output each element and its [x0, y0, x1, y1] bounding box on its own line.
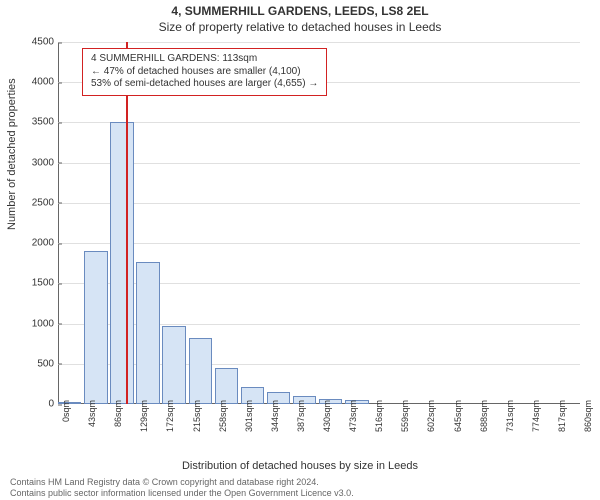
x-tick-label: 344sqm [270, 400, 280, 432]
y-tick-label: 1500 [14, 278, 54, 289]
footer-attribution: Contains HM Land Registry data © Crown c… [10, 477, 354, 498]
y-tick-label: 4000 [14, 77, 54, 88]
x-axis-label: Distribution of detached houses by size … [0, 460, 600, 472]
y-tick-label: 4500 [14, 37, 54, 48]
gridline [58, 203, 580, 204]
gridline [58, 42, 580, 43]
x-tick-label: 258sqm [218, 400, 228, 432]
x-tick-label: 86sqm [113, 400, 123, 427]
x-tick-label: 602sqm [426, 400, 436, 432]
chart-frame: 4, SUMMERHILL GARDENS, LEEDS, LS8 2EL Si… [0, 0, 600, 500]
x-tick-label: 172sqm [165, 400, 175, 432]
annotation-line-3: 53% of semi-detached houses are larger (… [91, 78, 318, 91]
x-tick-label: 645sqm [453, 400, 463, 432]
marker-line [126, 42, 128, 404]
gridline [58, 122, 580, 123]
x-tick-label: 473sqm [348, 400, 358, 432]
x-tick-label: 129sqm [139, 400, 149, 432]
gridline [58, 163, 580, 164]
histogram-bar [215, 368, 238, 404]
page-title: 4, SUMMERHILL GARDENS, LEEDS, LS8 2EL [0, 4, 600, 18]
x-tick-label: 301sqm [244, 400, 254, 432]
x-tick-label: 688sqm [479, 400, 489, 432]
x-tick-label: 817sqm [557, 400, 567, 432]
footer-line-1: Contains HM Land Registry data © Crown c… [10, 477, 354, 487]
page-subtitle: Size of property relative to detached ho… [0, 20, 600, 34]
histogram-bar [110, 122, 133, 404]
y-axis [58, 42, 59, 404]
histogram-bar [136, 262, 159, 404]
y-tick-label: 500 [14, 358, 54, 369]
histogram-bar [162, 326, 185, 404]
x-tick-label: 215sqm [192, 400, 202, 432]
gridline [58, 243, 580, 244]
histogram-bar [84, 251, 107, 404]
histogram-bar [189, 338, 212, 404]
footer-line-2: Contains public sector information licen… [10, 488, 354, 498]
annotation-line-2: ← 47% of detached houses are smaller (4,… [91, 66, 318, 79]
x-tick-label: 559sqm [400, 400, 410, 432]
x-tick-label: 516sqm [374, 400, 384, 432]
annotation-box: 4 SUMMERHILL GARDENS: 113sqm ← 47% of de… [82, 48, 327, 96]
x-tick-label: 430sqm [322, 400, 332, 432]
plot-area: 0500100015002000250030003500400045000sqm… [58, 42, 580, 404]
x-tick-label: 43sqm [87, 400, 97, 427]
x-tick-label: 774sqm [531, 400, 541, 432]
y-tick-label: 2500 [14, 197, 54, 208]
y-tick-label: 1000 [14, 318, 54, 329]
x-tick-label: 860sqm [583, 400, 593, 432]
annotation-line-1: 4 SUMMERHILL GARDENS: 113sqm [91, 53, 318, 66]
y-tick-label: 2000 [14, 238, 54, 249]
y-tick-label: 0 [14, 399, 54, 410]
y-tick-label: 3500 [14, 117, 54, 128]
y-tick-label: 3000 [14, 157, 54, 168]
x-tick-label: 731sqm [505, 400, 515, 432]
x-tick-label: 387sqm [296, 400, 306, 432]
x-tick-label: 0sqm [61, 400, 71, 422]
